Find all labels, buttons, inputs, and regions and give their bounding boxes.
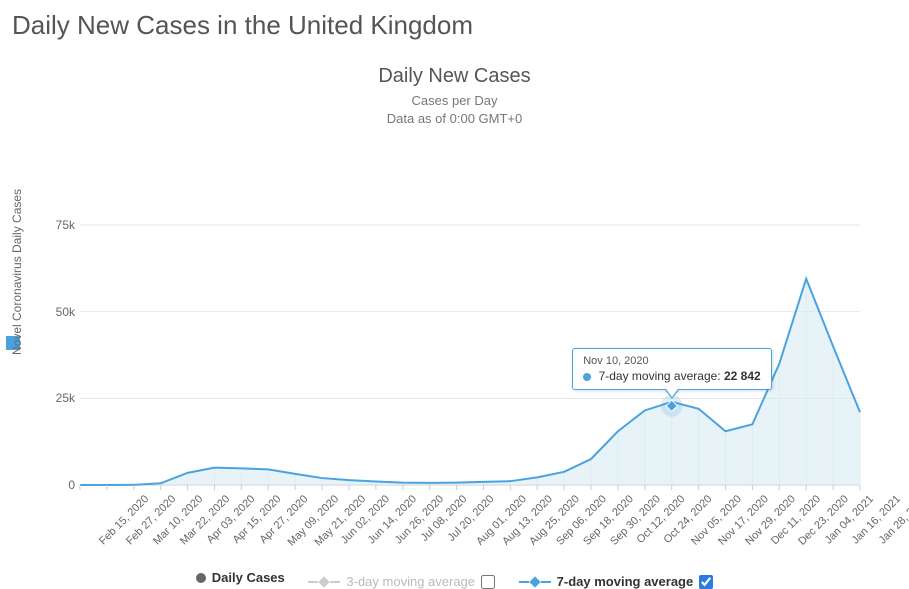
legend-7day-ma[interactable]: 7-day moving average: [519, 574, 714, 589]
y-tick-label: 50k: [35, 305, 75, 319]
tooltip-callout-inner-icon: [666, 389, 678, 397]
legend-daily-cases-label: Daily Cases: [212, 570, 285, 585]
tooltip-date: Nov 10, 2020: [583, 355, 760, 367]
y-tick-label: 0: [35, 478, 75, 492]
tooltip: Nov 10, 2020 7-day moving average: 22 84…: [572, 348, 771, 390]
legend-3day-checkbox[interactable]: [481, 575, 495, 589]
legend-7day-checkbox[interactable]: [699, 575, 713, 589]
chart-title: Daily New Cases: [0, 65, 909, 88]
chart-subtitle-line1: Cases per Day: [412, 93, 498, 108]
line-diamond-icon: [519, 578, 551, 586]
legend: Daily Cases 3-day moving average 7-day m…: [0, 570, 909, 589]
legend-daily-cases[interactable]: Daily Cases: [196, 570, 285, 585]
chart-subtitle-line2: Data as of 0:00 GMT+0: [387, 111, 522, 126]
legend-3day-ma[interactable]: 3-day moving average: [308, 574, 495, 589]
legend-3day-label: 3-day moving average: [346, 574, 475, 589]
tooltip-row: 7-day moving average: 22 842: [583, 369, 760, 383]
circle-icon: [196, 573, 206, 583]
chart-container: Daily New Cases Cases per Day Data as of…: [0, 65, 909, 128]
page-title: Daily New Cases in the United Kingdom: [0, 0, 909, 45]
tooltip-series-label: 7-day moving average:: [599, 369, 721, 383]
y-tick-label: 75k: [35, 218, 75, 232]
tooltip-dot-icon: [583, 373, 591, 381]
plot-area[interactable]: Nov 10, 2020 7-day moving average: 22 84…: [80, 225, 860, 485]
y-axis-title: Novel Coronavirus Daily Cases: [10, 189, 24, 355]
tooltip-value: 22 842: [724, 369, 761, 383]
line-diamond-icon: [308, 578, 340, 586]
legend-7day-label: 7-day moving average: [557, 574, 694, 589]
y-tick-label: 25k: [35, 391, 75, 405]
chart-subtitle: Cases per Day Data as of 0:00 GMT+0: [0, 92, 909, 128]
